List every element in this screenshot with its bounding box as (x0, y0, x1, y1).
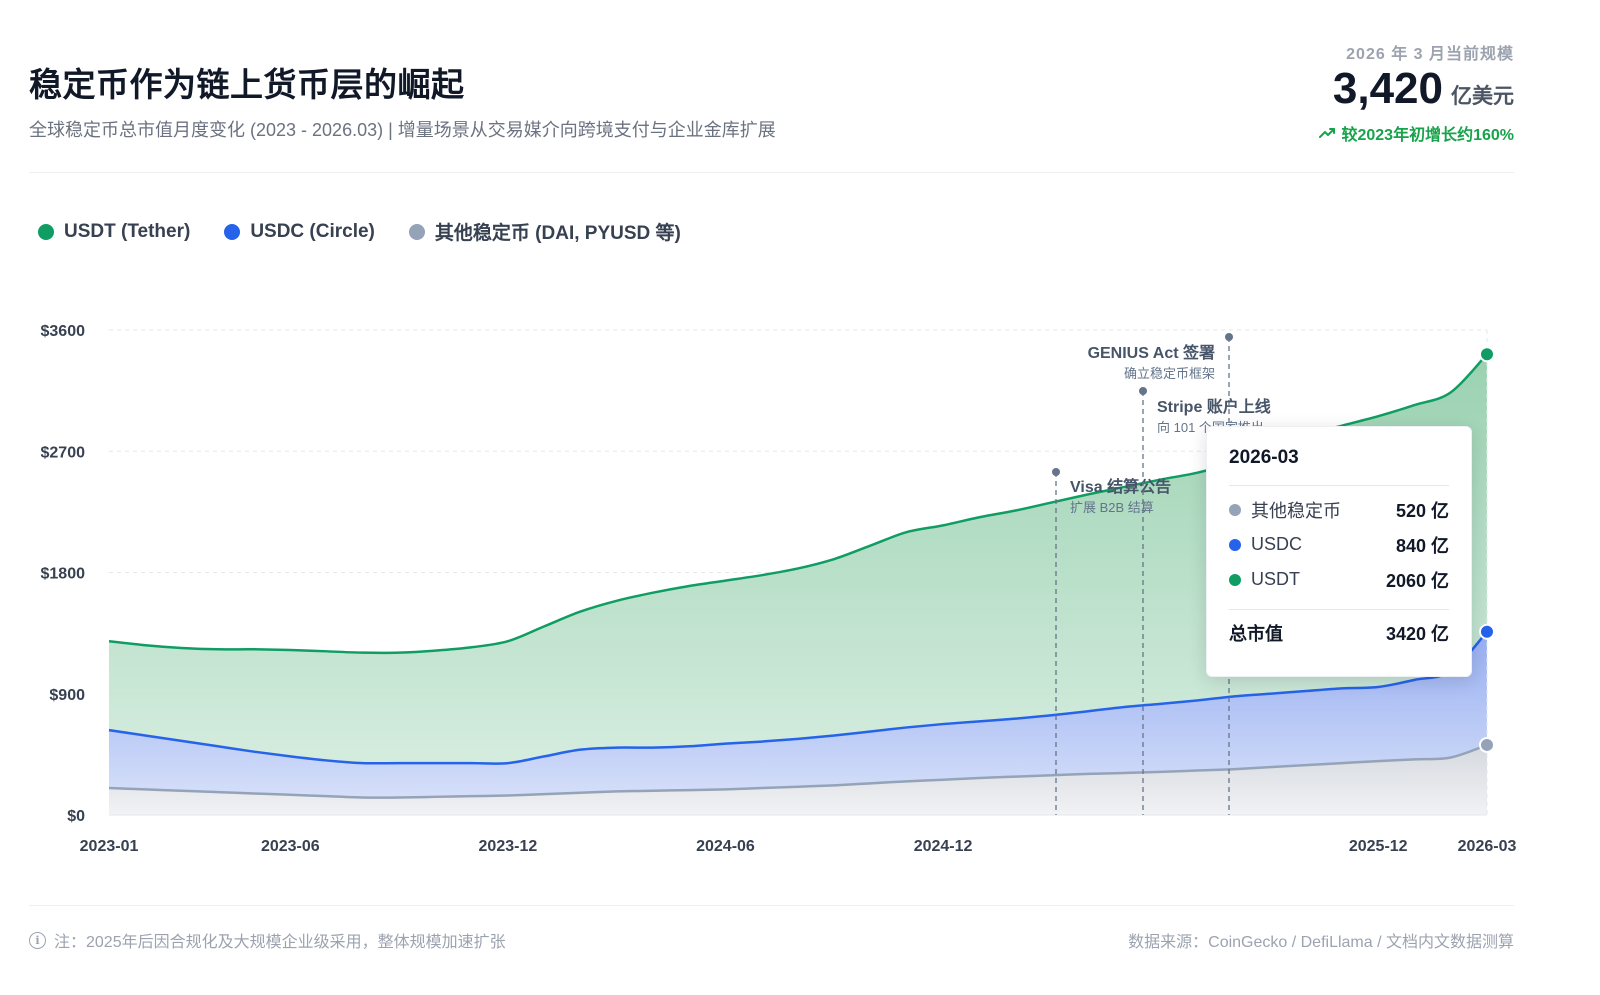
kpi-unit: 亿美元 (1451, 85, 1514, 108)
tooltip-row-usdt: USDT 2060 亿 (1229, 562, 1449, 597)
chart-legend: USDT (Tether) USDC (Circle) 其他稳定币 (DAI, … (38, 218, 681, 245)
y-tick-label: $900 (49, 687, 85, 704)
tooltip-divider (1229, 609, 1449, 610)
annotation-dot (1225, 333, 1233, 341)
legend-dot (224, 223, 241, 240)
tooltip-title: 2026-03 (1229, 447, 1299, 468)
tooltip-dot (1229, 538, 1241, 551)
endpoint-marker-other (1479, 736, 1495, 753)
annotation-subtitle: 扩展 B2B 结算 (1070, 500, 1154, 515)
info-icon: i (29, 931, 46, 949)
legend-label: USDT (Tether) (64, 220, 191, 242)
legend-label: 其他稳定币 (DAI, PYUSD 等) (434, 223, 681, 244)
x-tick-label: 2026-03 (1458, 838, 1517, 855)
annotation-title: Stripe 账户上线 (1157, 397, 1271, 416)
tooltip-dot (1229, 573, 1241, 586)
footer-source: 数据来源：CoinGecko / DefiLlama / 文档内文数据测算 (1128, 934, 1514, 951)
tooltip-row-value: 2060 亿 (1385, 570, 1449, 591)
legend-item-usdt[interactable]: USDT (Tether) (38, 218, 190, 245)
legend-item-other[interactable]: 其他稳定币 (DAI, PYUSD 等) (408, 218, 681, 245)
tooltip-row-value: 520 亿 (1395, 500, 1449, 521)
legend-dot (408, 223, 425, 240)
annotation-dot (1139, 387, 1147, 395)
page-subtitle: 全球稳定币总市值月度变化 (2023 - 2026.03) | 增量场景从交易媒… (29, 120, 776, 140)
tooltip-total-label: 总市值 (1229, 624, 1283, 644)
legend-item-usdc[interactable]: USDC (Circle) (224, 218, 375, 245)
kpi-value-row: 3,420 亿美元 (1333, 64, 1514, 114)
annotation-subtitle: 确立稳定币框架 (1124, 366, 1215, 381)
endpoint-marker-usdc (1479, 623, 1495, 640)
line-usdc (108, 630, 1488, 765)
x-tick-label: 2024-12 (914, 838, 973, 855)
tooltip-row-label: 其他稳定币 (1251, 500, 1341, 521)
footer-note: i 注：2025年后因合规化及大规模企业级采用，整体规模加速扩张 (29, 928, 506, 952)
tooltip-row-usdc: USDC 840 亿 (1229, 527, 1449, 562)
annotation-title: Visa 结算公告 (1070, 477, 1171, 496)
footer-divider (29, 905, 1514, 906)
x-tick-label: 2025-12 (1349, 838, 1408, 855)
chart-tooltip: 2026-03 其他稳定币 520 亿 USDC 840 亿 USDT 2060… (1206, 426, 1472, 677)
tooltip-total-row: 总市值 3420 亿 (1229, 618, 1449, 648)
page-title: 稳定币作为链上货币层的崛起 (29, 66, 465, 103)
y-tick-label: $0 (67, 808, 85, 825)
tooltip-row-label: USDC (1251, 534, 1303, 554)
x-tick-label: 2024-06 (696, 838, 755, 855)
tooltip-row-other: 其他稳定币 520 亿 (1229, 492, 1449, 527)
legend-dot (38, 223, 54, 240)
y-tick-label: $3600 (41, 323, 86, 340)
annotation-dot (1052, 468, 1060, 476)
y-tick-label: $2700 (41, 444, 86, 461)
footer-note-text: 注：2025年后因合规化及大规模企业级采用，整体规模加速扩张 (54, 934, 506, 951)
y-tick-label: $1800 (41, 566, 86, 583)
x-tick-label: 2023-12 (479, 838, 538, 855)
header-divider (29, 172, 1514, 173)
tooltip-row-label: USDT (1251, 569, 1300, 589)
x-tick-label: 2023-06 (261, 838, 320, 855)
stacked-area-chart[interactable]: $0 $900 $1800 $2700 $3600 2023-01 2023-06 2023-… (0, 300, 1600, 880)
kpi-label: 2026 年 3 月当前规模 (1346, 46, 1514, 63)
tooltip-total-value: 3420 亿 (1385, 624, 1449, 644)
kpi-growth-text: 较2023年初增长约160% (1341, 127, 1514, 144)
endpoint-marker-usdt (1479, 346, 1495, 363)
tooltip-row-value: 840 亿 (1395, 535, 1449, 556)
trend-up-icon (1319, 128, 1336, 138)
tooltip-divider (1229, 485, 1449, 486)
kpi-growth: 较2023年初增长约160% (1319, 121, 1514, 145)
legend-label: USDC (Circle) (250, 220, 375, 242)
x-tick-label: 2023-01 (80, 838, 139, 855)
annotation-title: GENIUS Act 签署 (1088, 343, 1215, 362)
kpi-value: 3,420 (1332, 64, 1443, 113)
line-other (108, 743, 1488, 799)
tooltip-dot (1229, 503, 1241, 516)
